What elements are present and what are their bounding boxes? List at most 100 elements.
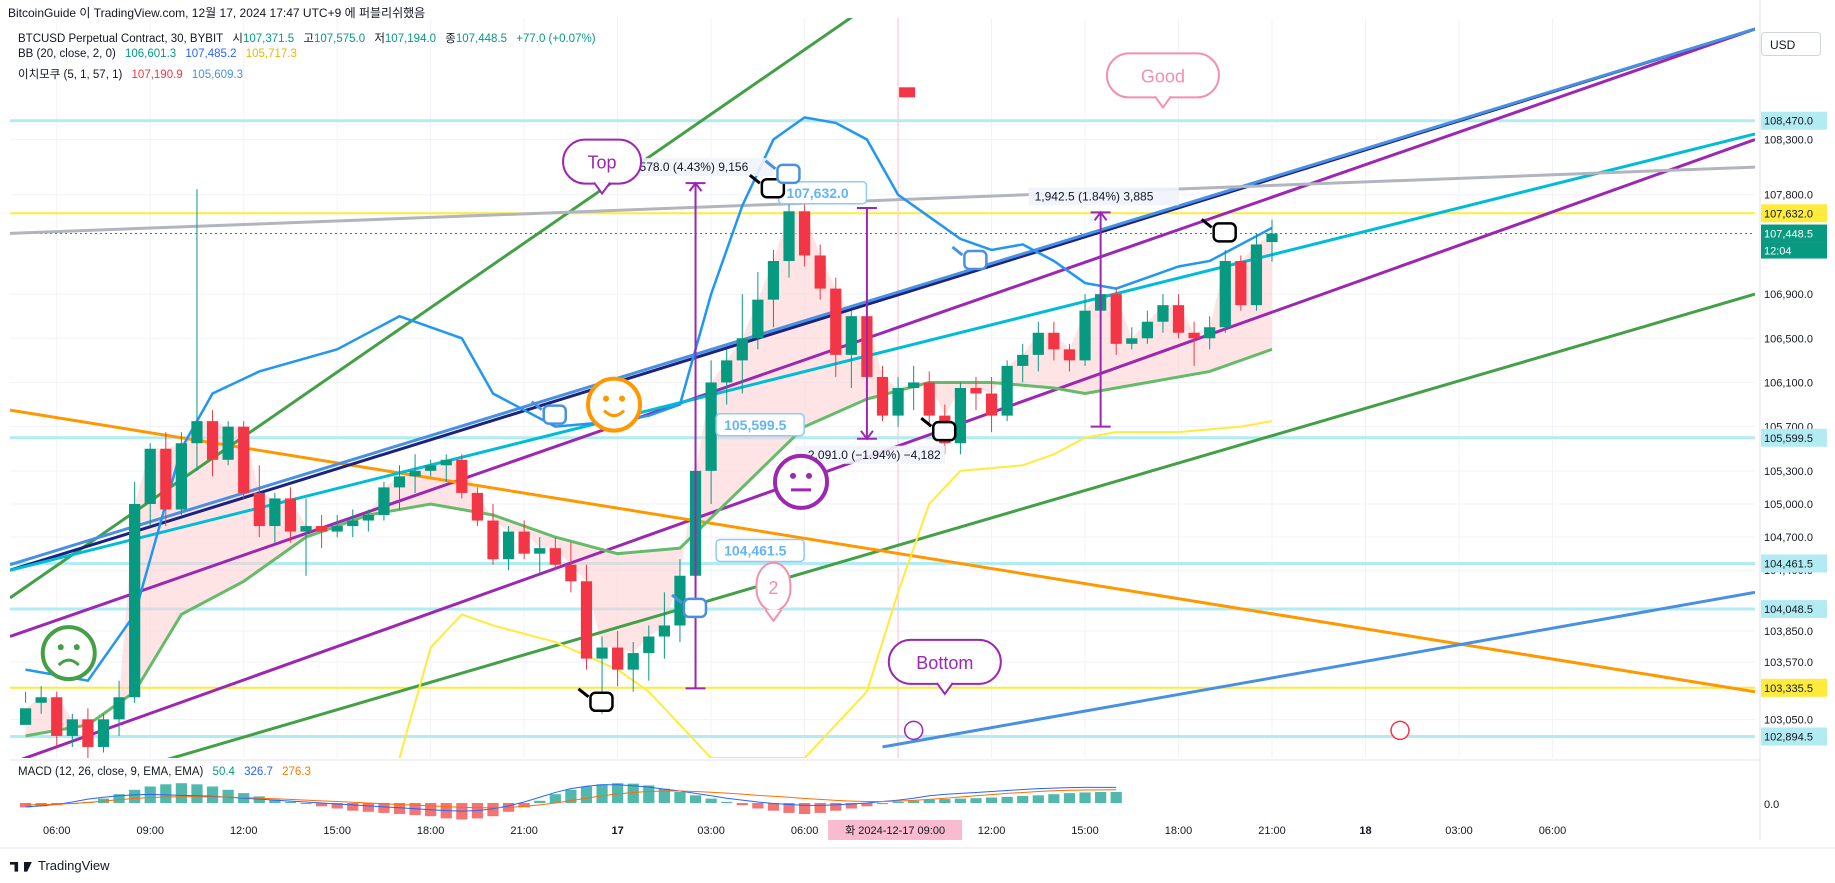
measure-arrow-icon	[860, 430, 874, 441]
macd-histogram-bar	[315, 803, 328, 807]
high-value: 107,575.0	[313, 33, 366, 45]
candle-body	[378, 487, 390, 516]
macd-histogram-bar	[284, 801, 297, 803]
emoji-sad-icon	[40, 625, 97, 682]
price-axis-label-bg	[1761, 224, 1827, 243]
candle-body	[518, 531, 530, 554]
trendline-green-lower	[166, 292, 1755, 758]
symbol-label[interactable]: BTCUSD Perpetual Contract, 30, BYBIT	[18, 33, 224, 45]
countdown-bg	[1761, 242, 1827, 259]
pointing-finger	[671, 593, 683, 605]
macd-histogram-bar	[814, 803, 826, 813]
macd-histogram-bar	[1063, 793, 1076, 803]
pointing-hand-icon	[682, 597, 708, 619]
low-value: 107,194.0	[384, 33, 437, 45]
pointing-finger	[1200, 218, 1213, 229]
candle-body	[767, 260, 780, 300]
bb-legend[interactable]: BB (20, close, 2, 0) 106,601.3 107,485.2…	[18, 48, 303, 60]
macd-name: MACD (12, 26, close, 9, EMA, EMA)	[18, 766, 204, 778]
macd-histogram-bar	[1048, 794, 1060, 803]
emoji-eye	[603, 395, 610, 402]
bb-upper-line	[25, 116, 1273, 683]
candle-body	[1266, 233, 1278, 243]
candle-body	[1250, 244, 1263, 306]
measure-label: 1,942.5 (1.84%) 3,885	[1035, 189, 1154, 203]
ichimoku-legend[interactable]: 이치모쿠 (5, 1, 57, 1) 107,190.9 105,609.3	[18, 66, 249, 82]
price-tick-label: 108,300.0	[1764, 134, 1813, 146]
emoji-eye	[806, 472, 813, 479]
pointing-finger	[764, 159, 777, 171]
price-axis-label: 107,632.0	[1764, 208, 1813, 220]
candle-body	[502, 531, 515, 560]
ichimoku-a-value: 107,190.9	[131, 69, 183, 81]
candle-body	[923, 382, 935, 416]
candle-body	[487, 520, 499, 560]
emoji-eye	[790, 472, 797, 479]
macd-histogram-bar	[752, 803, 764, 809]
price-tick-label: 106,100.0	[1764, 377, 1813, 389]
speech-bubble-text: Good	[1141, 66, 1185, 86]
ohlc-legend: BTCUSD Perpetual Contract, 30, BYBIT 시10…	[18, 30, 602, 46]
tradingview-branding[interactable]: TradingView	[10, 858, 110, 873]
candle-body	[892, 388, 904, 416]
emoji-neutral-icon	[773, 453, 830, 510]
time-tick-label: 15:00	[1071, 825, 1099, 837]
candle-body	[534, 548, 546, 554]
candle-body	[238, 426, 250, 493]
bb-upper-value: 107,485.2	[185, 48, 237, 60]
measure-arrow-icon	[688, 181, 703, 192]
candle-body	[1079, 310, 1091, 361]
trendline-cyan	[10, 132, 1755, 572]
macd-histogram-bar	[596, 784, 608, 803]
price-callout-text: 105,599.5	[724, 417, 786, 433]
time-tick-label: 18:00	[1165, 825, 1193, 837]
macd-histogram-bar	[1017, 795, 1029, 803]
speech-bubble-tail	[1154, 95, 1172, 110]
time-tick-label: 21:00	[1258, 825, 1286, 837]
macd-histogram-bar	[534, 800, 546, 803]
ichimoku-lagging-line	[398, 420, 1273, 758]
macd-histogram-bar	[549, 794, 561, 803]
macd-histogram-bar	[861, 803, 873, 807]
price-tick-label: 103,570.0	[1764, 657, 1813, 669]
macd-histogram-bar	[1001, 796, 1013, 803]
candle-body	[658, 625, 670, 637]
measure-label: −2,091.0 (−1.94%) −4,182	[801, 448, 941, 462]
macd-histogram-bar	[674, 792, 686, 803]
macd-histogram-bar	[565, 789, 577, 803]
candle-body	[1235, 260, 1247, 306]
measure-label: 4,578.0 (4.43%) 9,156	[630, 160, 749, 174]
candle-body	[1188, 332, 1200, 339]
macd-histogram-bar	[518, 803, 530, 808]
price-axis-label-bg	[1761, 428, 1827, 447]
macd-histogram-bar	[269, 799, 281, 803]
price-callout-box	[715, 538, 805, 563]
candle-body	[627, 653, 639, 670]
macd-zero-label: 0.0	[1764, 799, 1779, 811]
macd-histogram-bar	[923, 799, 935, 803]
time-tick-label: 06:00	[791, 825, 819, 837]
candle-body	[471, 492, 484, 521]
macd-histogram-bar	[892, 801, 904, 803]
publish-header: BitcoinGuide 이 TradingView.com, 12월 17, …	[8, 4, 431, 21]
price-axis-label: 104,461.5	[1764, 558, 1813, 570]
candle-body	[315, 526, 328, 532]
candle-body	[752, 299, 764, 339]
measure-arrow-icon	[1093, 210, 1108, 221]
speech-bubble-tail	[936, 682, 954, 696]
candle-body	[1063, 349, 1076, 361]
candle-body	[191, 421, 203, 444]
speech-bubble-text: Top	[588, 153, 617, 173]
currency-button[interactable]: USD	[1761, 32, 1821, 56]
macd-legend[interactable]: MACD (12, 26, close, 9, EMA, EMA) 50.4 3…	[18, 766, 317, 778]
trendline-purple-upper	[10, 27, 1755, 638]
speech-bubble-tail	[593, 181, 611, 196]
candle-body	[393, 476, 406, 488]
macd-histogram-bar	[362, 803, 374, 812]
flag-icon	[899, 87, 916, 98]
candle-body	[19, 708, 32, 725]
emoji-smile-icon	[586, 376, 643, 433]
pointing-finger	[951, 245, 964, 257]
macd-line	[25, 784, 1117, 812]
